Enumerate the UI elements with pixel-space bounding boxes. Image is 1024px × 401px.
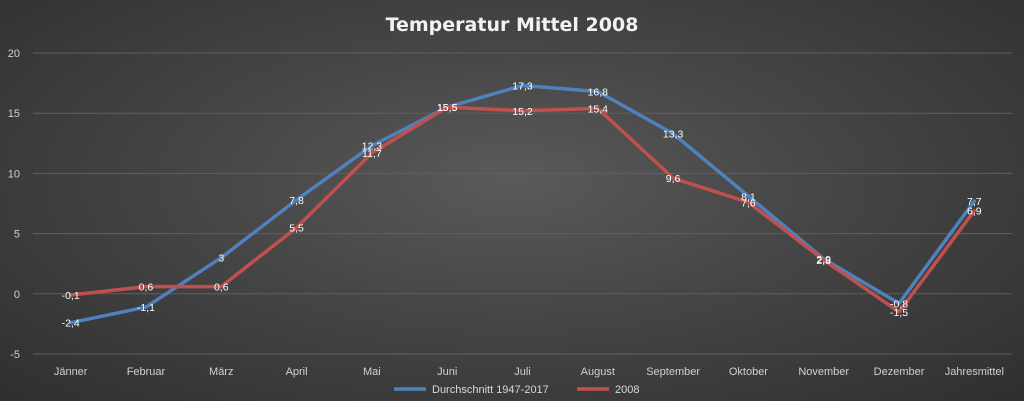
data-label: 15,5 — [437, 102, 458, 114]
y-tick-label: 0 — [14, 289, 20, 301]
x-tick-label: November — [798, 366, 849, 378]
x-axis: Jänner Februar März April Mai Juni Juli August S… — [54, 366, 1004, 378]
data-label: -0,8 — [890, 298, 908, 310]
x-tick-label: Juli — [514, 366, 531, 378]
series-lines — [68, 83, 977, 325]
x-tick-label: April — [286, 366, 308, 378]
x-tick-label: Mai — [363, 366, 381, 378]
y-tick-label: 5 — [14, 229, 20, 241]
data-label: 5,5 — [289, 223, 304, 235]
legend-label: Durchschnitt 1947-2017 — [432, 384, 549, 396]
data-label: 17,3 — [512, 81, 533, 93]
y-axis: -5 0 5 10 15 20 — [8, 48, 20, 361]
series-line-2 — [68, 105, 977, 314]
data-label: 7,6 — [741, 197, 756, 209]
x-tick-label: Dezember — [874, 366, 925, 378]
data-label: 15,5 — [437, 102, 458, 114]
x-tick-label: Jahresmittel — [945, 366, 1004, 378]
data-label: 7,8 — [289, 195, 304, 207]
x-tick-label: Februar — [127, 366, 166, 378]
data-label: 12,3 — [362, 141, 383, 153]
data-label: 2,8 — [816, 255, 831, 267]
data-label: 13,3 — [663, 129, 684, 141]
y-tick-label: 15 — [8, 108, 20, 120]
y-tick-label: 20 — [8, 48, 20, 60]
x-tick-label: August — [581, 366, 615, 378]
data-label: -1,1 — [137, 302, 155, 314]
legend-label: 2008 — [615, 384, 639, 396]
data-label: 2,9 — [816, 254, 831, 266]
data-label: 8,1 — [741, 191, 756, 203]
x-tick-label: Juni — [437, 366, 457, 378]
y-tick-label: 10 — [8, 168, 20, 180]
data-label: -0,1 — [62, 290, 80, 302]
data-label: 15,2 — [512, 106, 533, 118]
data-label: 7,7 — [967, 196, 982, 208]
data-label: 6,9 — [967, 206, 982, 218]
data-label: 3 — [218, 253, 224, 265]
x-tick-label: September — [646, 366, 700, 378]
x-tick-label: Oktober — [729, 366, 768, 378]
legend: Durchschnitt 1947-2017 2008 — [394, 384, 639, 396]
chart-title: Temperatur Mittel 2008 — [386, 14, 639, 36]
x-tick-label: März — [209, 366, 233, 378]
data-label: 0,6 — [214, 282, 229, 294]
data-label: -1,5 — [890, 307, 908, 319]
x-tick-label: Jänner — [54, 366, 88, 378]
y-tick-label: -5 — [10, 349, 20, 361]
data-label: 16,8 — [588, 87, 609, 99]
data-labels: -2,4 -1,1 3 7,8 12,3 15,5 17,3 16,8 13,3 8,1 2,9 -0… — [62, 81, 982, 330]
data-label: 11,7 — [362, 148, 382, 160]
data-label: -2,4 — [62, 318, 80, 330]
data-label: 0,6 — [139, 282, 154, 294]
data-label: 9,6 — [666, 173, 681, 185]
data-label: 15,4 — [588, 103, 609, 115]
gridlines — [33, 52, 1012, 355]
